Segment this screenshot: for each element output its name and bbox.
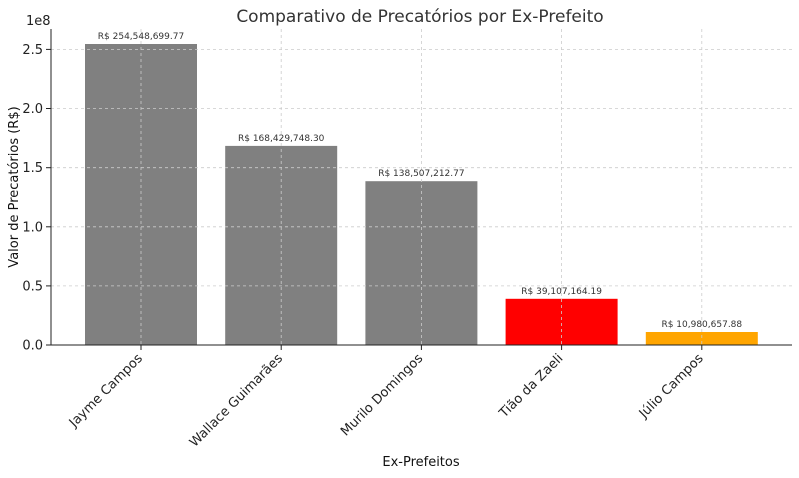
data-labels: R$ 254,548,699.77 R$ 168,429,748.30 R$ 138… [98,32,743,330]
x-tick-label: Júlio Campos [636,351,707,422]
data-label: R$ 10,980,657.88 [661,320,742,330]
y-tick-label: 1.5 [22,161,43,176]
y-axis-offset-label: 1e8 [26,14,51,29]
y-tick-label: 1.0 [22,220,43,235]
x-axis-label: Ex-Prefeitos [382,455,460,470]
chart-title: Comparativo de Precatórios por Ex-Prefei… [236,7,603,27]
grid [51,29,792,346]
data-label: R$ 39,107,164.19 [521,287,602,297]
x-tick-label: Jayme Campos [66,351,146,431]
x-tick-label: Wallace Guimarães [187,351,286,450]
y-tick-label: 2.0 [22,102,43,117]
data-label: R$ 254,548,699.77 [98,32,184,42]
x-tick-label: Murilo Domingos [338,351,426,439]
y-tick-label: 0.5 [22,279,43,294]
bar-j-lio-campos [645,332,758,345]
data-label: R$ 168,429,748.30 [238,134,325,144]
y-axis-label: Valor de Precatórios (R$) [7,106,22,267]
y-tick-label: 2.5 [22,43,43,58]
x-tick-label: Tião da Zaeli [496,351,566,421]
y-tick-label: 0.0 [22,339,43,354]
data-label: R$ 138,507,212.77 [378,169,464,179]
